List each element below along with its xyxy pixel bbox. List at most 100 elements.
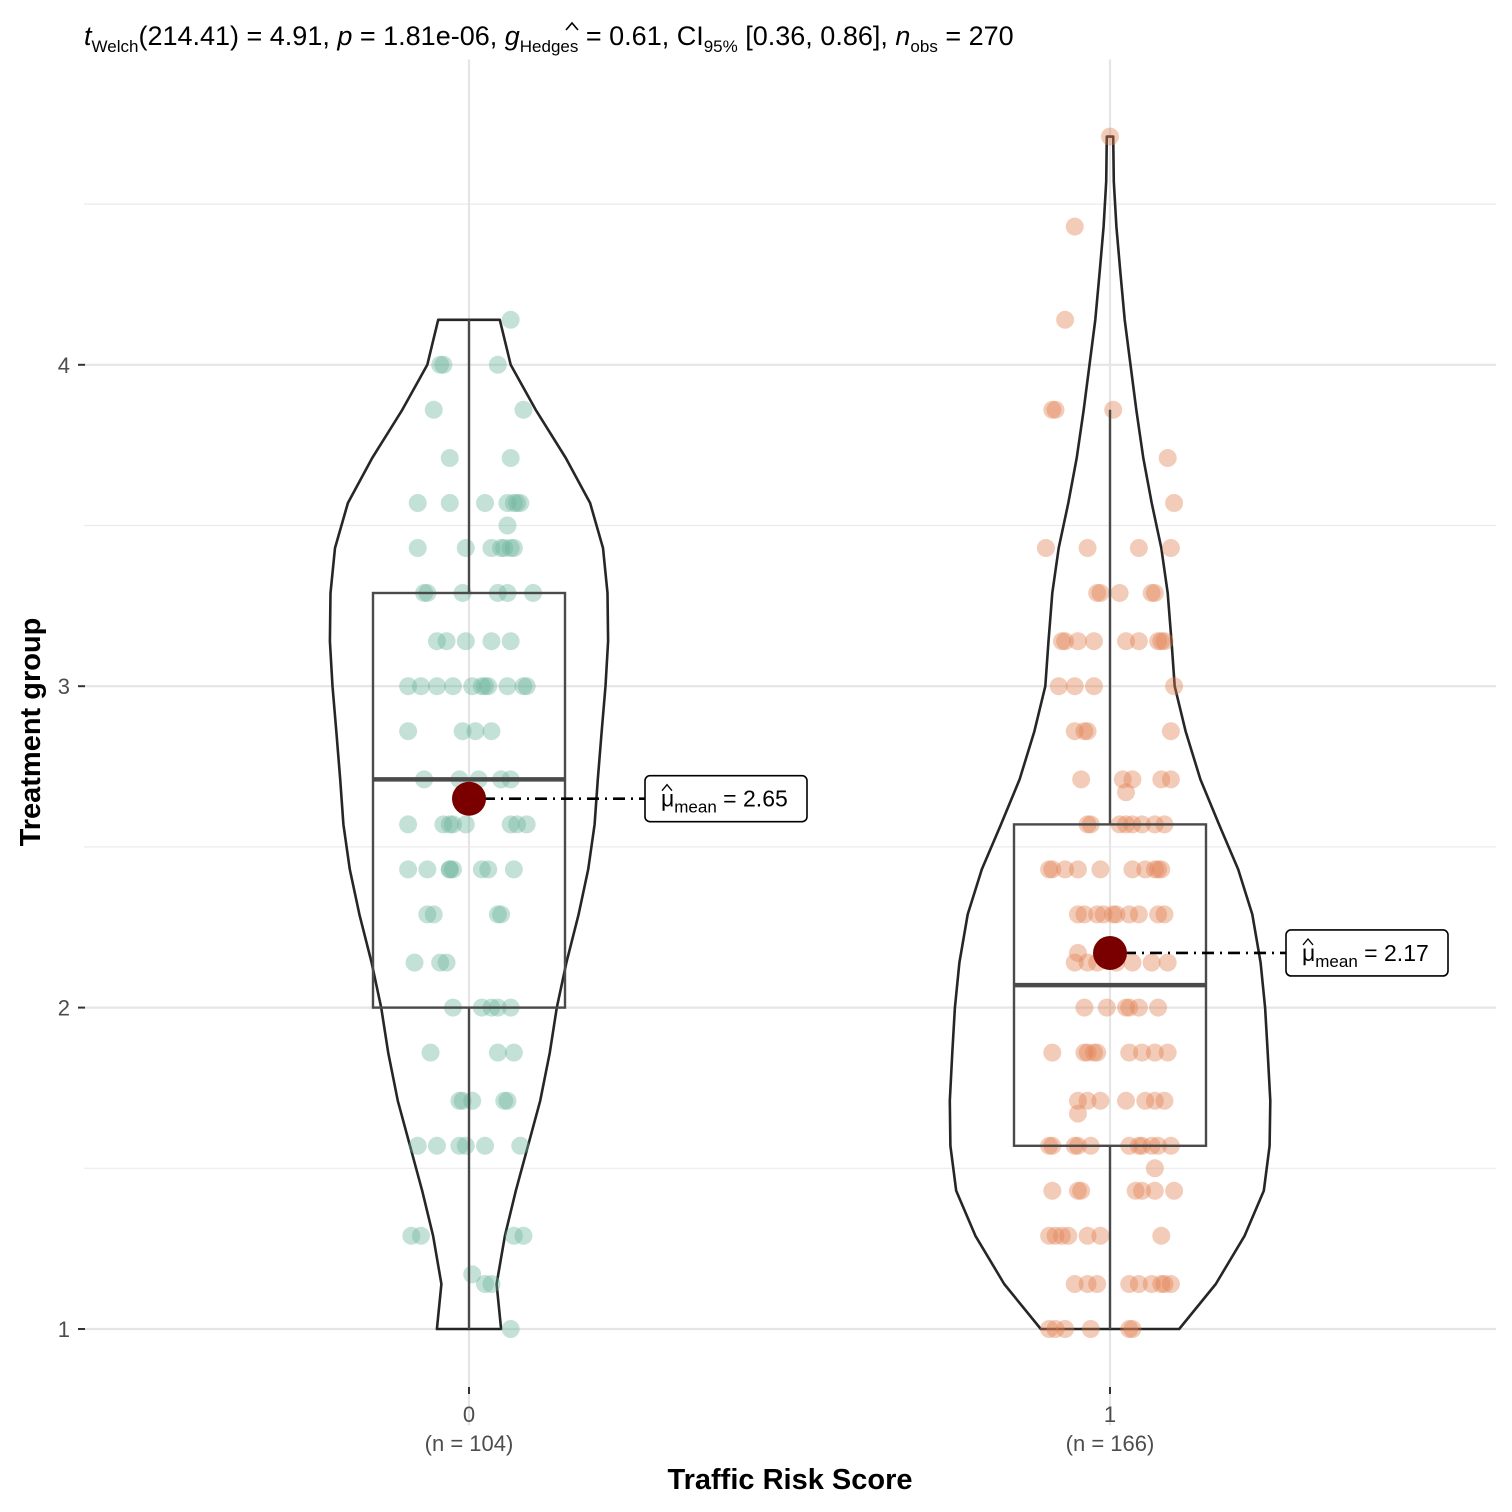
data-point — [1145, 860, 1164, 879]
data-point — [1161, 538, 1180, 557]
data-point — [501, 1320, 520, 1338]
data-point — [476, 677, 495, 696]
data-point — [453, 1091, 472, 1110]
data-point — [1161, 722, 1180, 741]
data-point — [1049, 677, 1068, 696]
data-point — [1065, 217, 1084, 236]
data-point — [1161, 770, 1180, 789]
data-point — [1065, 677, 1084, 696]
data-point — [1158, 1043, 1177, 1062]
data-point — [440, 860, 459, 879]
data-point — [1145, 1043, 1164, 1062]
violins — [328, 135, 1272, 1331]
data-point — [482, 722, 501, 741]
data-point — [495, 1091, 514, 1110]
data-point — [476, 494, 495, 513]
y-tick-label: 3 — [58, 674, 70, 699]
data-point — [1158, 449, 1177, 468]
data-point — [1078, 1226, 1097, 1245]
data-point — [472, 677, 491, 696]
data-point — [1120, 1320, 1139, 1338]
data-point — [1065, 722, 1084, 741]
violin-0 — [328, 318, 610, 1331]
mean-label-box — [1285, 929, 1449, 977]
data-point — [466, 722, 485, 741]
data-point — [1133, 1181, 1152, 1200]
data-point — [1120, 1043, 1139, 1062]
data-point — [504, 860, 523, 879]
data-point — [1149, 905, 1168, 924]
mean-label-value: = 2.65 — [717, 786, 788, 812]
data-point — [440, 815, 459, 834]
data-point — [440, 860, 459, 879]
data-point — [508, 494, 527, 513]
data-point — [514, 677, 533, 696]
data-point — [1065, 953, 1084, 972]
data-point — [1046, 1320, 1065, 1338]
data-point — [1152, 632, 1171, 651]
data-point — [1126, 1181, 1145, 1200]
data-point — [482, 538, 501, 557]
subtitle-g-symbol: g — [505, 21, 520, 51]
data-point — [1043, 860, 1062, 879]
subtitle-n-symbol: n — [895, 21, 910, 51]
mean-point — [1093, 935, 1127, 970]
data-point — [1117, 1091, 1136, 1110]
data-point — [1133, 1043, 1152, 1062]
data-point — [476, 1136, 495, 1155]
mean-label-sub: mean — [1315, 952, 1358, 971]
data-point — [450, 1136, 469, 1155]
violin-1 — [948, 135, 1272, 1331]
data-point — [482, 632, 501, 651]
y-tick-label: 4 — [58, 353, 70, 378]
data-point — [1068, 1091, 1087, 1110]
data-point — [498, 494, 517, 513]
data-point — [1072, 1181, 1091, 1200]
data-point — [399, 677, 418, 696]
data-point — [1120, 1275, 1139, 1294]
data-point — [504, 494, 523, 513]
data-point — [501, 538, 520, 557]
data-point — [1088, 1043, 1107, 1062]
data-point — [1129, 1275, 1148, 1294]
data-point — [1165, 494, 1184, 513]
data-point — [1113, 770, 1132, 789]
data-point — [482, 1275, 501, 1294]
mean-label-symbol: μ — [661, 786, 674, 812]
data-point — [450, 1091, 469, 1110]
data-point — [440, 494, 459, 513]
data-point — [399, 815, 418, 834]
data-point — [1155, 1275, 1174, 1294]
subtitle-n-sub: obs — [910, 37, 937, 56]
data-point — [427, 677, 446, 696]
data-point — [427, 632, 446, 651]
data-point — [427, 1136, 446, 1155]
data-point — [1046, 400, 1065, 419]
data-point — [1078, 538, 1097, 557]
data-point — [1081, 1320, 1100, 1338]
data-point — [1152, 1275, 1171, 1294]
mean-label-symbol: μ — [1302, 940, 1315, 966]
data-point — [1117, 783, 1136, 802]
data-point — [1117, 998, 1136, 1017]
data-point — [1155, 905, 1174, 924]
data-point — [456, 1136, 475, 1155]
data-point — [1052, 632, 1071, 651]
data-point — [463, 1265, 482, 1284]
data-point — [443, 677, 462, 696]
data-point — [434, 355, 453, 374]
data-point — [1101, 127, 1119, 146]
data-point — [1075, 722, 1094, 741]
data-point — [456, 632, 475, 651]
data-point — [1117, 632, 1136, 651]
data-point — [1078, 953, 1097, 972]
mean-point — [452, 781, 486, 816]
data-point — [1040, 860, 1059, 879]
data-point — [1056, 310, 1075, 329]
data-point — [1129, 538, 1148, 557]
mean-label: μmean = 2.17 — [1302, 940, 1429, 971]
data-point — [476, 1275, 495, 1294]
data-point — [1123, 1320, 1142, 1338]
data-point — [1104, 400, 1123, 419]
